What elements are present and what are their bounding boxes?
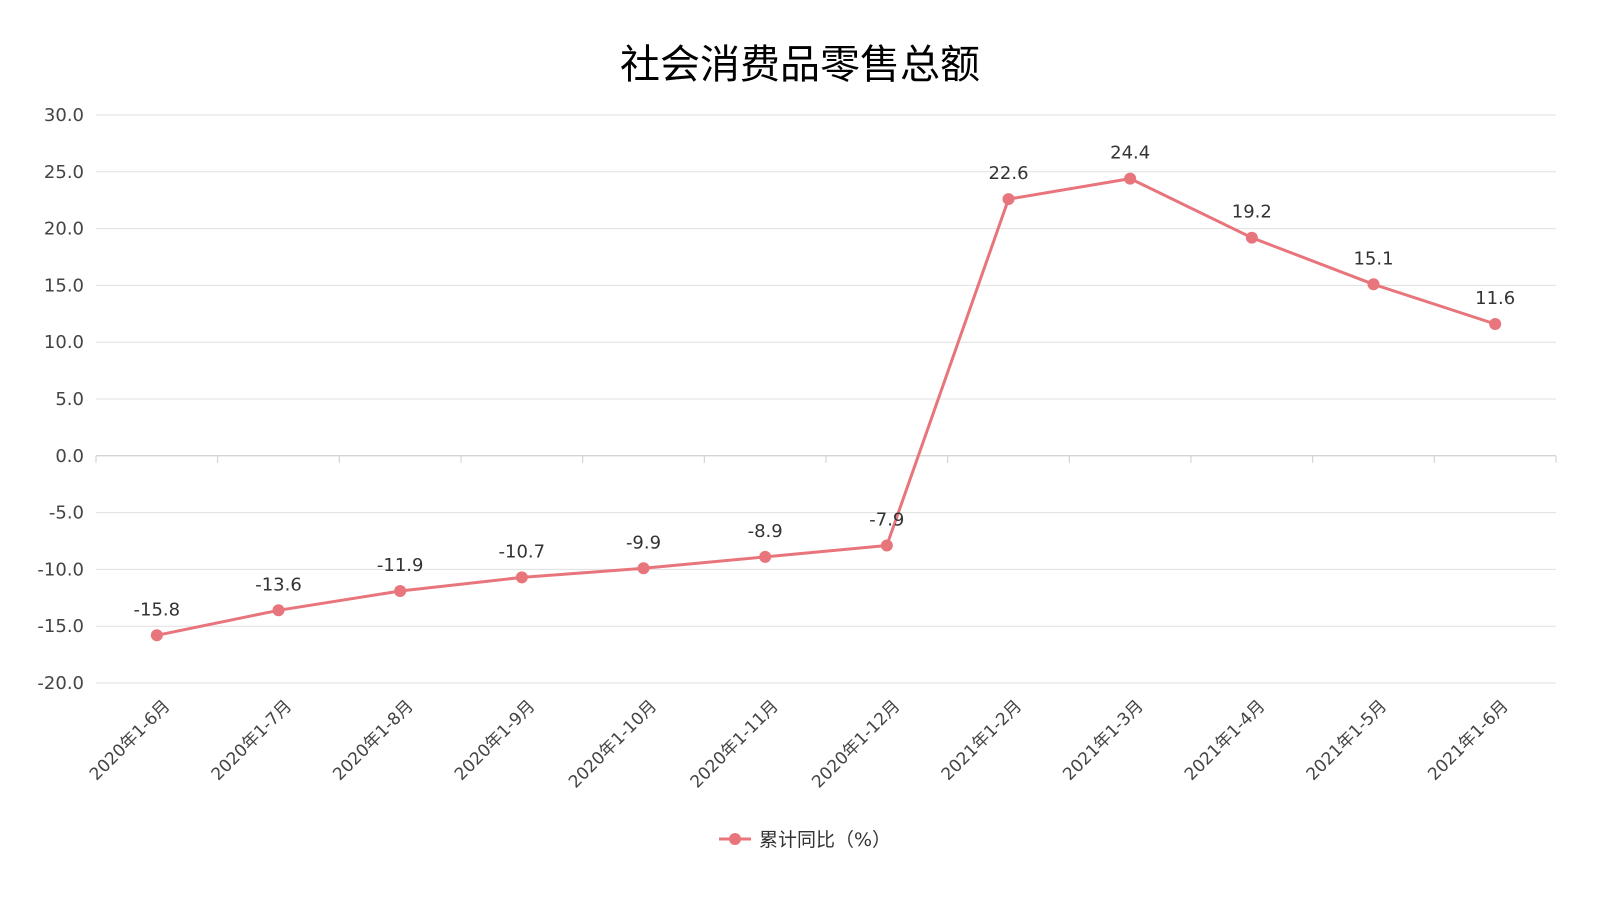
data-labels: -15.8 -13.6 -11.9 -10.7 -9.9 -8.9 -7.9 22.6 24.4… [134, 143, 1516, 621]
y-tick-label: -5.0 [49, 503, 84, 524]
x-tick-label: 2020年1-10月 [565, 696, 661, 792]
x-tick-label: 2021年1-4月 [1181, 696, 1269, 784]
y-tick-label: 30.0 [44, 105, 84, 126]
x-axis-ticks: 2020年1-6月 2020年1-7月 2020年1-8月 2020年1-9月 2020… [86, 696, 1513, 792]
data-point[interactable] [759, 550, 772, 563]
legend[interactable]: 累计同比（%） [719, 829, 891, 851]
data-label: 15.1 [1353, 248, 1393, 269]
data-point[interactable] [637, 562, 650, 575]
data-point[interactable] [880, 539, 893, 552]
y-tick-label: -20.0 [37, 673, 84, 694]
x-tick-label: 2020年1-7月 [208, 696, 296, 784]
data-point[interactable] [1489, 318, 1502, 331]
data-label: 11.6 [1475, 288, 1515, 309]
y-tick-label: 20.0 [44, 219, 84, 240]
y-tick-label: -15.0 [37, 616, 84, 637]
data-label: -8.9 [748, 521, 783, 542]
data-point[interactable] [1367, 278, 1380, 291]
data-point[interactable] [1124, 172, 1137, 185]
data-label: 24.4 [1110, 143, 1150, 164]
data-point[interactable] [515, 571, 528, 584]
y-tick-label: 25.0 [44, 162, 84, 183]
y-tick-label: 0.0 [55, 446, 84, 467]
data-point[interactable] [150, 629, 163, 642]
data-point[interactable] [394, 584, 407, 597]
data-label: -11.9 [377, 555, 424, 576]
x-tick-label: 2020年1-8月 [329, 696, 417, 784]
x-tick-label: 2020年1-6月 [86, 696, 174, 784]
data-label: 22.6 [988, 163, 1028, 184]
data-point[interactable] [1002, 193, 1015, 206]
y-tick-label: 5.0 [55, 389, 84, 410]
data-label: -10.7 [499, 541, 546, 562]
data-label: 19.2 [1232, 202, 1272, 223]
legend-dot-marker [729, 833, 741, 845]
legend-label: 累计同比（%） [759, 829, 891, 851]
chart-title: 社会消费品零售总额 [620, 42, 980, 88]
x-tick-label: 2021年1-3月 [1059, 696, 1147, 784]
y-axis-ticks: 30.0 25.0 20.0 15.0 10.0 5.0 0.0 -5.0 -10.0 -15.0… [37, 105, 84, 694]
data-label: -9.9 [626, 532, 661, 553]
data-point[interactable] [272, 604, 285, 617]
data-label: -15.8 [134, 599, 181, 620]
data-label: -7.9 [869, 510, 904, 531]
x-tick-label: 2021年1-2月 [938, 696, 1026, 784]
x-tick-label: 2020年1-9月 [451, 696, 539, 784]
axes [95, 455, 1557, 463]
data-label: -13.6 [255, 574, 302, 595]
y-tick-label: 15.0 [44, 275, 84, 296]
x-tick-label: 2021年1-6月 [1424, 696, 1512, 784]
data-point[interactable] [1245, 231, 1258, 244]
x-tick-label: 2020年1-12月 [808, 696, 904, 792]
series-line [155, 177, 1497, 637]
x-tick-label: 2020年1-11月 [687, 696, 783, 792]
series [150, 172, 1502, 642]
y-tick-label: 10.0 [44, 332, 84, 353]
y-tick-label: -10.0 [37, 559, 84, 580]
x-tick-label: 2021年1-5月 [1303, 696, 1391, 784]
gridlines [96, 114, 1556, 684]
